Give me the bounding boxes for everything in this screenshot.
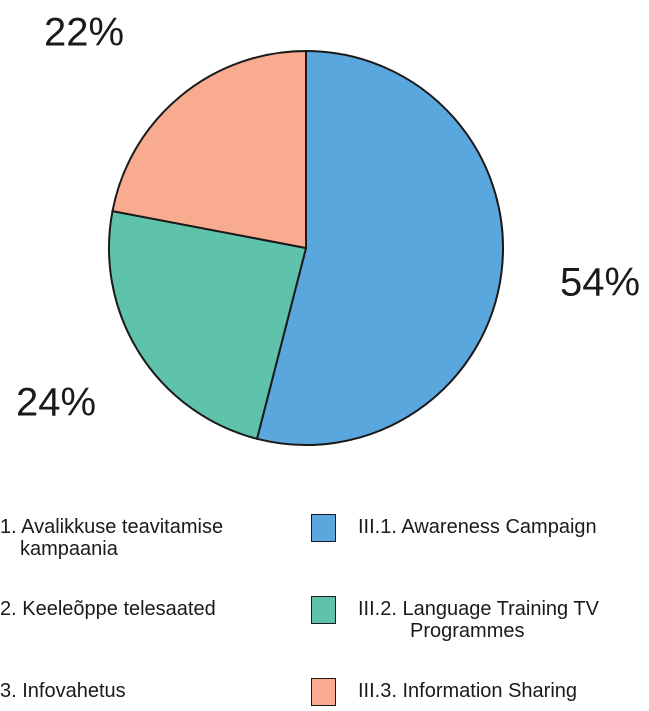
pie-slice [111,49,307,250]
legend-label: III.3. Information Sharing [358,680,578,702]
slice-label: 54% [560,261,640,305]
pie-slice [108,209,308,441]
slice-label: 22% [44,11,124,55]
pie-slice [255,49,504,446]
legend-label-et: 1. Avalikkuse teavitamise kampaania [0,516,224,560]
slice-label: 24% [16,381,96,425]
legend-swatch [311,596,336,624]
legend-label-et: 2. Keeleõppe telesaated [0,598,216,620]
legend-swatch [311,678,336,706]
legend-swatch [311,514,336,542]
legend-label: III.1. Awareness Campaign [358,516,597,538]
legend-label: III.2. Language Training TV Programmes [358,598,599,642]
legend-label-et: 3. Infovahetus [0,680,126,702]
